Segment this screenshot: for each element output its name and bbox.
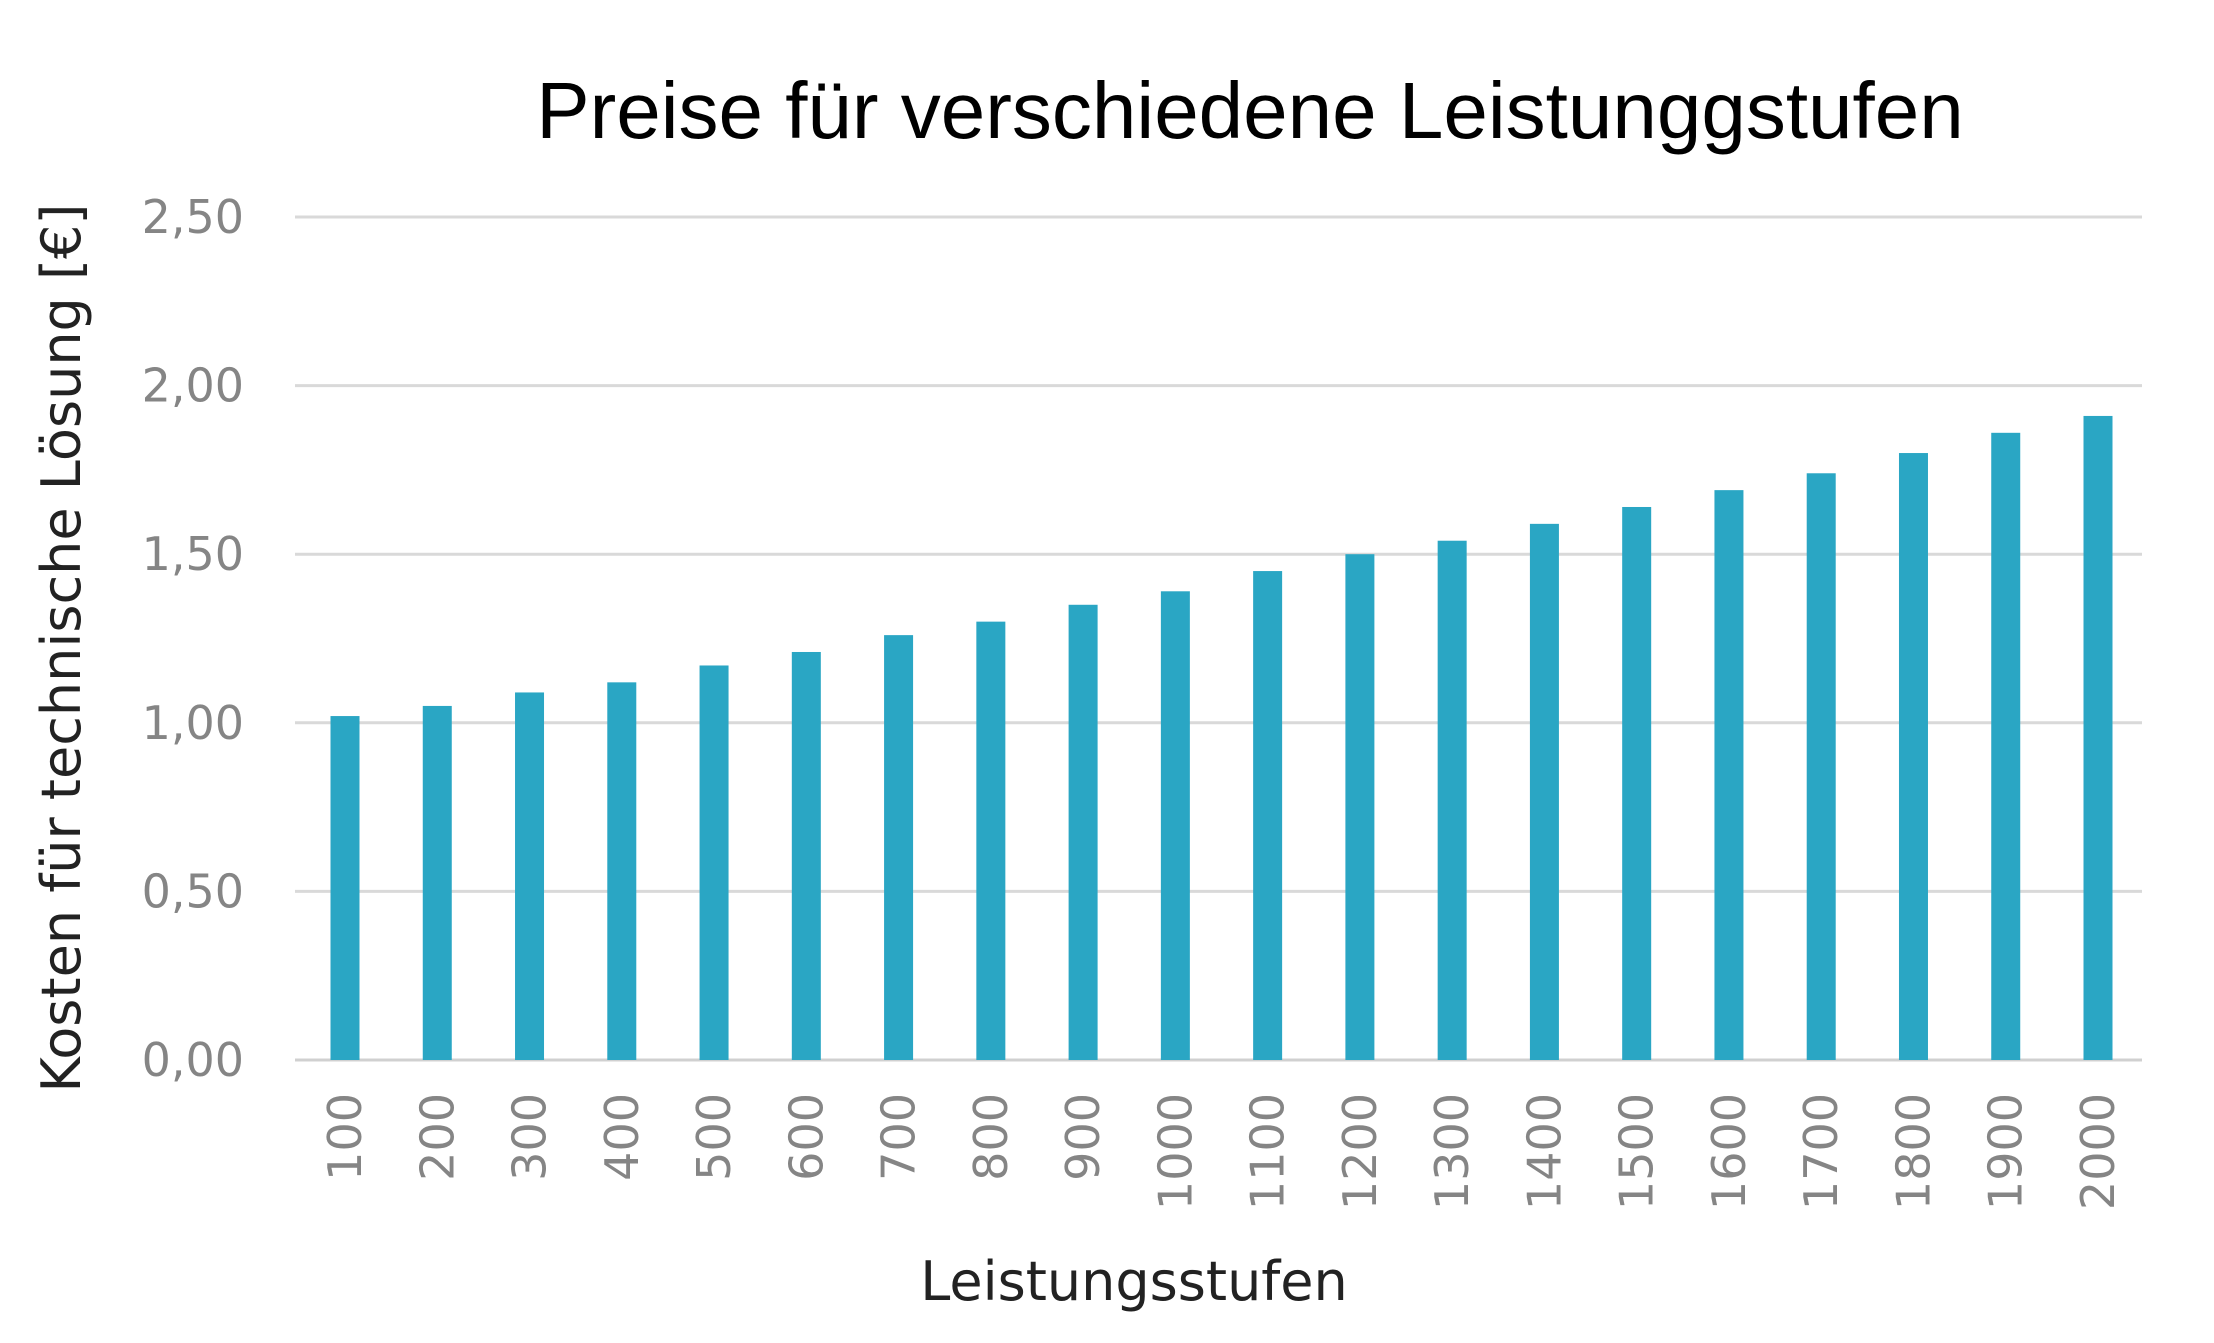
x-tick-label: 1800 xyxy=(1886,1093,1940,1210)
bar-800 xyxy=(976,621,1006,1060)
bar-400 xyxy=(607,682,637,1060)
bar-1500 xyxy=(1622,506,1652,1060)
x-tick-label: 1600 xyxy=(1702,1093,1756,1210)
x-axis-title: Leistungsstufen xyxy=(920,1250,1348,1313)
y-axis-ticks: 0,00 0,50 1,00 1,50 2,00 2,50 xyxy=(142,190,244,1087)
bar-600 xyxy=(791,651,821,1060)
x-tick-label: 1500 xyxy=(1610,1093,1664,1210)
x-tick-label: 1300 xyxy=(1425,1093,1479,1210)
y-tick-label: 1,50 xyxy=(142,527,244,581)
bar-1400 xyxy=(1529,523,1559,1060)
x-tick-label: 1400 xyxy=(1517,1093,1571,1210)
bar-1800 xyxy=(1898,453,1928,1060)
bar-300 xyxy=(515,692,545,1060)
y-tick-label: 2,00 xyxy=(142,359,244,413)
y-axis-title: Kosten für technische Lösung [€] xyxy=(30,204,93,1093)
x-tick-label: 600 xyxy=(779,1093,833,1181)
x-tick-label: 100 xyxy=(318,1093,372,1181)
x-axis-ticks: 100 200 300 400 500 600 700 800 900 1000 1100 1200 1… xyxy=(318,1093,2125,1210)
x-tick-label: 300 xyxy=(503,1093,557,1181)
y-tick-label: 0,50 xyxy=(142,864,244,918)
x-tick-label: 1000 xyxy=(1148,1093,1202,1210)
x-tick-label: 1700 xyxy=(1794,1093,1848,1210)
x-tick-label: 200 xyxy=(410,1093,464,1181)
chart-title: Preise für verschiedene Leistunggstufen xyxy=(536,66,1964,155)
x-tick-label: 1200 xyxy=(1333,1093,1387,1210)
x-tick-label: 2000 xyxy=(2071,1093,2125,1210)
bar-1900 xyxy=(1991,432,2021,1061)
x-tick-label: 800 xyxy=(964,1093,1018,1181)
bar-700 xyxy=(884,635,914,1060)
x-tick-label: 400 xyxy=(595,1093,649,1181)
x-tick-label: 500 xyxy=(687,1093,741,1181)
bars xyxy=(330,415,2113,1061)
y-tick-label: 0,00 xyxy=(142,1033,244,1087)
bar-1300 xyxy=(1437,540,1467,1060)
gridlines xyxy=(295,215,2142,1062)
x-tick-label: 700 xyxy=(872,1093,926,1181)
x-tick-label: 1100 xyxy=(1241,1093,1295,1210)
bar-2000 xyxy=(2083,415,2113,1060)
x-tick-label: 900 xyxy=(1056,1093,1110,1181)
bar-1200 xyxy=(1345,554,1375,1060)
bar-500 xyxy=(699,665,729,1060)
bar-1600 xyxy=(1714,490,1744,1061)
bar-900 xyxy=(1068,604,1098,1060)
bar-200 xyxy=(422,705,452,1060)
y-tick-label: 2,50 xyxy=(142,190,244,244)
bar-1100 xyxy=(1253,571,1283,1060)
bar-1000 xyxy=(1160,591,1190,1060)
y-tick-label: 1,00 xyxy=(142,696,244,750)
x-tick-label: 1900 xyxy=(1979,1093,2033,1210)
bar-1700 xyxy=(1806,473,1836,1061)
bar-100 xyxy=(330,716,360,1060)
